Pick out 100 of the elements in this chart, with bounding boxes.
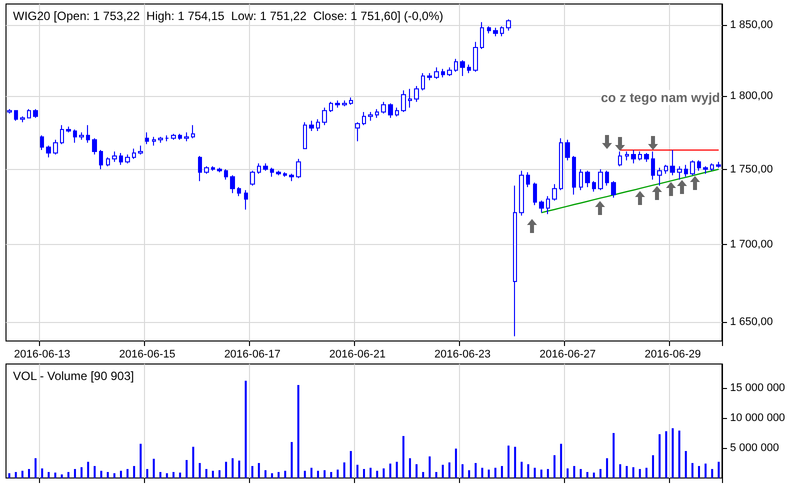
candlestick [644,152,649,162]
candlestick [322,107,327,126]
bar [232,458,234,478]
bar [205,469,208,478]
candlestick [191,124,195,139]
candlestick [427,72,432,81]
bar [494,468,496,478]
candlestick [697,160,701,172]
candlestick [53,139,58,155]
candlestick [289,173,294,182]
candlestick [217,167,222,173]
bar [290,442,293,478]
candlestick [421,72,425,91]
candlestick [493,27,498,37]
candlestick [677,166,682,180]
bar [304,470,306,478]
bar [481,468,484,478]
candlestick [230,174,235,194]
bar [520,462,523,478]
candlestick [414,86,419,102]
candlestick [204,166,209,174]
candlestick [559,138,563,191]
y-tick-label: 1 700,00 [730,238,773,251]
candlestick [152,136,156,146]
candlestick [401,90,406,113]
candlestick [664,164,668,174]
candlestick [585,170,590,188]
candlestick [263,162,268,172]
candlestick [657,167,662,186]
candlestick [467,64,471,74]
bar [416,464,418,478]
candlestick [99,150,103,170]
candlestick [388,102,393,118]
bar [534,468,536,478]
bar [474,463,477,478]
bar [698,466,700,478]
candlestick [33,108,38,118]
x-tick-label: 2016-06-23 [434,348,491,360]
candlestick [303,122,307,150]
candlestick [86,124,90,144]
bar [442,464,444,478]
chart-title: VOL - Volume [90 903] [13,369,134,383]
x-tick-label: 2016-06-17 [224,348,280,360]
bar [462,464,464,478]
line-series [540,168,720,214]
bar [553,455,556,478]
candlestick [395,107,399,117]
bar [238,460,240,478]
candlestick [710,162,714,172]
candlestick [408,88,412,108]
candlestick [605,170,609,186]
candlestick [592,180,596,192]
bar [619,464,622,478]
candlestick [572,155,576,196]
candlestick [618,151,622,167]
bar [48,472,50,478]
candlestick [460,60,465,76]
candlestick [546,196,550,215]
candlestick [598,168,603,191]
bar [711,469,714,478]
bar [652,455,654,478]
candlestick [73,129,77,144]
candlestick [211,166,215,172]
bar [448,462,450,478]
bar [100,470,102,478]
bar [396,462,398,478]
bar [658,434,661,478]
x-tick-label: 2016-06-13 [14,348,70,360]
candlestick [368,112,373,122]
candlestick [119,152,123,166]
bar [60,474,63,478]
candlestick [335,100,340,108]
bar [198,463,201,478]
bar [166,473,168,478]
chart-title: WIG20 [Open: 1 753,22 High: 1 754,15 Low: 1 751,22 Close: 1 751,60] (-0,0%) [13,9,444,23]
bar [336,470,339,478]
candlestick [145,132,149,145]
candlestick [454,58,458,72]
bar [218,470,220,478]
bar [370,468,372,478]
bar [508,446,510,478]
bar [172,472,175,478]
bar [324,470,326,478]
y-tick-label: 15 000 000 [730,382,786,394]
bar [408,458,411,478]
bar [422,472,424,478]
candlestick [125,154,130,164]
candlestick [138,145,143,155]
bar [14,472,17,478]
bar [389,464,392,478]
candlestick [79,132,84,140]
bar [350,451,352,478]
bar [225,462,228,478]
candlestick [244,190,248,210]
candlestick [519,170,524,216]
bar [540,470,542,478]
candlestick [690,160,695,176]
y-tick-label: 1 800,00 [730,90,773,102]
bar [179,472,182,478]
bar [672,428,674,478]
